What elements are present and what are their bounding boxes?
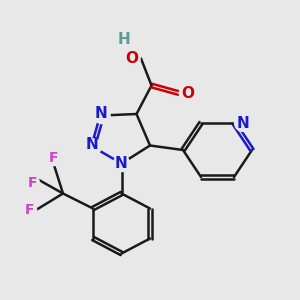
Circle shape — [124, 50, 140, 67]
Text: F: F — [28, 176, 37, 190]
Text: N: N — [237, 116, 249, 130]
Circle shape — [113, 155, 130, 172]
Circle shape — [179, 85, 196, 101]
Circle shape — [235, 115, 251, 131]
Text: N: N — [85, 137, 98, 152]
Text: F: F — [25, 203, 34, 217]
Circle shape — [23, 203, 37, 217]
Text: H: H — [118, 32, 131, 46]
Circle shape — [94, 107, 110, 124]
Text: O: O — [125, 51, 139, 66]
Circle shape — [113, 34, 130, 50]
Text: N: N — [115, 156, 128, 171]
Circle shape — [85, 139, 101, 155]
Text: F: F — [49, 152, 59, 165]
Circle shape — [26, 176, 40, 190]
Text: O: O — [181, 85, 194, 100]
Text: N: N — [94, 106, 107, 122]
Circle shape — [47, 152, 61, 166]
